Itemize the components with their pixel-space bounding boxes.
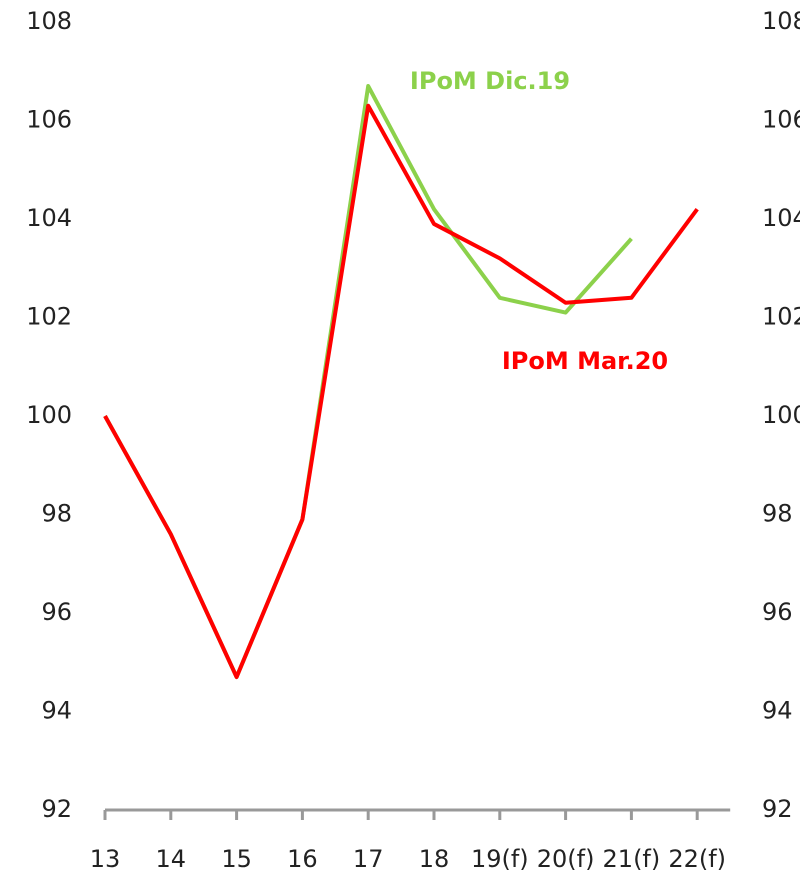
y2-tick-label: 106	[762, 106, 800, 134]
y-tick-label: 102	[26, 303, 72, 331]
y2-tick-label: 100	[762, 401, 800, 429]
x-tick-label: 18	[419, 845, 450, 873]
series-line	[103, 103, 699, 680]
x-tick-label: 14	[156, 845, 187, 873]
x-tick-label: 13	[90, 845, 121, 873]
y-tick-label: 98	[41, 500, 72, 528]
y2-tick-label: 108	[762, 7, 800, 35]
x-tick-label: 16	[287, 845, 318, 873]
x-tick-label: 22(f)	[668, 845, 726, 873]
y-tick-label: 92	[41, 795, 72, 823]
y-tick-label: 106	[26, 106, 72, 134]
series-label: IPoM Dic.19	[410, 67, 570, 95]
x-tick-label: 20(f)	[537, 845, 595, 873]
x-tick-label: 21(f)	[603, 845, 661, 873]
y-tick-label: 94	[41, 697, 72, 725]
y2-tick-label: 98	[762, 500, 793, 528]
x-tick-label: 17	[353, 845, 384, 873]
y-tick-label: 96	[41, 598, 72, 626]
y2-tick-label: 94	[762, 697, 793, 725]
y2-tick-label: 102	[762, 303, 800, 331]
series-label: IPoM Mar.20	[502, 347, 668, 375]
x-tick-label: 19(f)	[471, 845, 529, 873]
x-tick-label: 15	[221, 845, 252, 873]
series-line	[103, 84, 633, 680]
y2-tick-label: 96	[762, 598, 793, 626]
y-tick-label: 100	[26, 401, 72, 429]
y2-tick-label: 104	[762, 204, 800, 232]
y2-tick-label: 92	[762, 795, 793, 823]
y-tick-label: 108	[26, 7, 72, 35]
y-tick-label: 104	[26, 204, 72, 232]
